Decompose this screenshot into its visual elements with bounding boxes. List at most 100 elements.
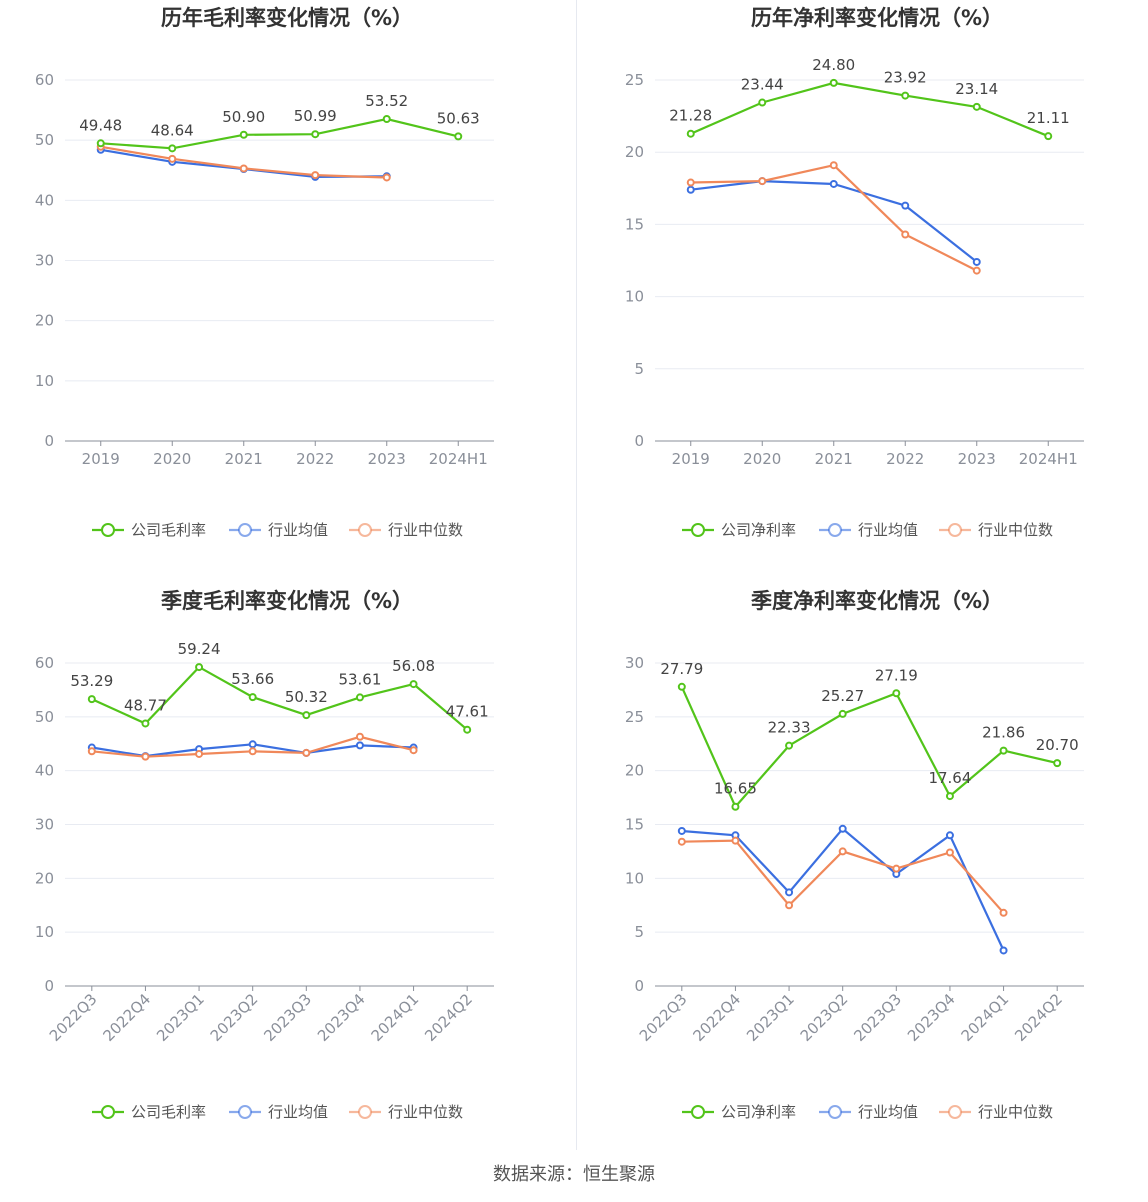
y-tick-label: 30 [35, 252, 54, 270]
data-point-company [945, 792, 954, 801]
y-tick-label: 15 [625, 215, 644, 233]
data-point-company [901, 91, 910, 100]
x-tick-label: 2022Q4 [99, 990, 154, 1045]
x-tick-label: 2022 [296, 450, 334, 468]
y-tick-label: 25 [625, 708, 644, 726]
legend-label-avg: 行业均值 [858, 521, 918, 539]
data-point-median [239, 164, 248, 173]
x-tick-label: 2020 [153, 450, 191, 468]
data-point-avg [999, 946, 1008, 955]
legend-marker-company [101, 1105, 115, 1119]
data-point-median [355, 732, 364, 741]
x-tick-label: 2024H1 [429, 450, 488, 468]
x-tick-label: 2019 [672, 450, 710, 468]
x-tick-label: 2023Q4 [904, 990, 959, 1045]
data-point-median [785, 901, 794, 910]
data-point-median [731, 836, 740, 845]
data-point-avg [829, 179, 838, 188]
series-line-company [91, 665, 468, 731]
y-tick-label: 10 [35, 372, 54, 390]
legend-label-avg: 行业均值 [268, 521, 328, 539]
x-tick-label: 2022Q4 [689, 990, 744, 1045]
y-tick-label: 20 [35, 869, 54, 887]
data-label: 48.77 [124, 696, 167, 714]
y-tick-label: 5 [634, 923, 644, 941]
data-label: 59.24 [178, 640, 221, 658]
y-tick-label: 50 [35, 131, 54, 149]
y-tick-label: 0 [634, 977, 644, 995]
data-point-company [87, 695, 96, 704]
series-line-company [100, 117, 459, 150]
x-tick-label: 2019 [82, 450, 120, 468]
chart-title: 历年毛利率变化情况（%） [161, 6, 413, 30]
data-point-median [838, 847, 847, 856]
y-tick-label: 30 [35, 816, 54, 834]
y-tick-label: 10 [35, 923, 54, 941]
data-point-median [758, 177, 767, 186]
data-source-note: 数据来源：恒生聚源 [493, 1164, 655, 1185]
x-tick-label: 2022 [886, 450, 924, 468]
data-point-company [838, 709, 847, 718]
y-tick-label: 15 [625, 816, 644, 834]
data-label: 22.33 [768, 719, 811, 737]
data-point-median [87, 747, 96, 756]
data-point-avg [677, 826, 686, 835]
y-tick-label: 20 [625, 762, 644, 780]
chart-quarterly-gross-margin: 季度毛利率变化情况（%）01020304050602022Q32022Q4202… [35, 589, 494, 1121]
y-tick-label: 20 [35, 312, 54, 330]
legend-label-median: 行业中位数 [388, 521, 463, 539]
data-point-median [302, 748, 311, 757]
data-point-company [239, 130, 248, 139]
x-tick-label: 2024Q2 [1011, 990, 1066, 1045]
data-label: 23.14 [955, 80, 998, 98]
chart-title: 季度净利率变化情况（%） [751, 589, 1003, 613]
data-label: 50.63 [437, 109, 480, 127]
y-tick-label: 0 [44, 977, 54, 995]
y-tick-label: 40 [35, 191, 54, 209]
data-point-company [355, 693, 364, 702]
data-label: 50.99 [294, 107, 337, 125]
chart-title: 季度毛利率变化情况（%） [161, 589, 413, 613]
panel-divider [576, 0, 577, 1150]
legend-marker-company [691, 523, 705, 537]
data-point-avg [972, 257, 981, 266]
data-point-company [1053, 759, 1062, 768]
data-point-company [892, 689, 901, 698]
legend-marker-avg [828, 523, 842, 537]
x-tick-label: 2023 [368, 450, 406, 468]
legend-marker-company [691, 1105, 705, 1119]
data-point-company [785, 741, 794, 750]
x-tick-label: 2023Q4 [314, 990, 369, 1045]
x-tick-label: 2023Q3 [260, 990, 315, 1045]
x-tick-label: 2021 [225, 450, 263, 468]
data-point-company [999, 746, 1008, 755]
data-point-company [382, 114, 391, 123]
x-tick-label: 2024Q1 [958, 990, 1013, 1045]
x-tick-label: 2023Q1 [743, 990, 798, 1045]
y-tick-label: 40 [35, 762, 54, 780]
data-label: 25.27 [821, 687, 864, 705]
data-label: 53.29 [70, 672, 113, 690]
data-label: 23.44 [741, 76, 784, 94]
legend-marker-median [358, 523, 372, 537]
chart-quarterly-net-margin: 季度净利率变化情况（%）0510152025302022Q32022Q42023… [625, 589, 1084, 1121]
data-point-median [686, 178, 695, 187]
x-tick-label: 2021 [815, 450, 853, 468]
data-label: 56.08 [392, 657, 435, 675]
data-point-company [195, 663, 204, 672]
x-tick-label: 2023Q2 [207, 990, 262, 1045]
data-point-median [195, 749, 204, 758]
data-point-company [141, 719, 150, 728]
data-point-company [731, 802, 740, 811]
data-label: 50.90 [222, 108, 265, 126]
data-point-avg [945, 831, 954, 840]
data-point-median [311, 171, 320, 180]
data-label: 21.86 [982, 724, 1025, 742]
y-tick-label: 10 [625, 869, 644, 887]
y-tick-label: 0 [44, 432, 54, 450]
data-label: 24.80 [812, 56, 855, 74]
data-label: 21.28 [669, 107, 712, 125]
data-point-median [901, 230, 910, 239]
legend-label-median: 行业中位数 [978, 521, 1053, 539]
data-point-avg [248, 740, 257, 749]
